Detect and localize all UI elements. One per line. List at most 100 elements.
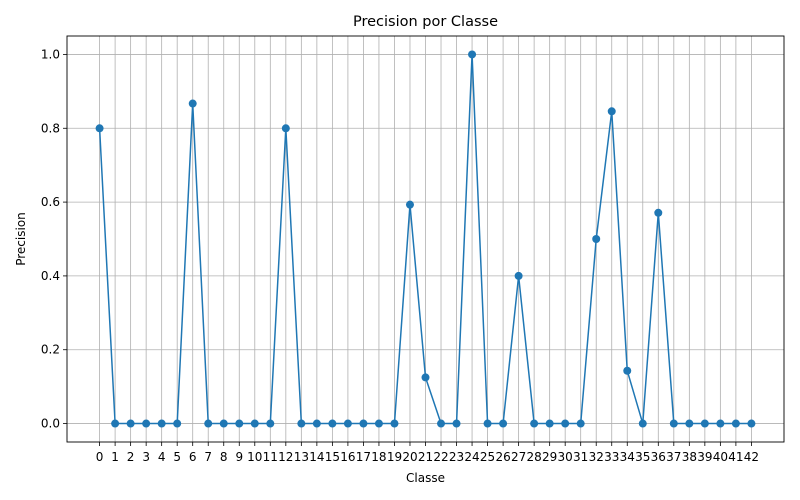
data-point bbox=[638, 419, 647, 428]
data-point bbox=[374, 419, 383, 428]
y-tick-label: 0.8 bbox=[41, 121, 60, 135]
x-tick-label: 41 bbox=[728, 450, 743, 464]
x-tick-label: 35 bbox=[635, 450, 650, 464]
chart-title: Precision por Classe bbox=[353, 14, 498, 30]
x-tick-label: 27 bbox=[511, 450, 526, 464]
x-tick-label: 38 bbox=[682, 450, 697, 464]
plot-area bbox=[95, 50, 756, 428]
data-point bbox=[421, 373, 430, 382]
x-tick-label: 21 bbox=[418, 450, 433, 464]
x-tick-label: 39 bbox=[697, 450, 712, 464]
x-tick-label: 16 bbox=[340, 450, 355, 464]
data-point bbox=[561, 419, 570, 428]
x-tick-label: 25 bbox=[480, 450, 495, 464]
data-point bbox=[281, 124, 290, 133]
x-axis-ticks: 0 1 2 3 4 5 6 7 8 9 10 11 12 13 14 15 16 17 18 19 20 21 22 23 24… bbox=[96, 442, 759, 464]
data-point bbox=[576, 419, 585, 428]
y-axis-ticks: 0.0 0.2 0.4 0.6 0.8 1.0 bbox=[41, 47, 67, 431]
data-point bbox=[731, 419, 740, 428]
x-tick-label: 11 bbox=[263, 450, 278, 464]
x-tick-label: 7 bbox=[204, 450, 212, 464]
data-point bbox=[173, 419, 182, 428]
x-tick-label: 14 bbox=[309, 450, 324, 464]
x-tick-label: 8 bbox=[220, 450, 228, 464]
data-point bbox=[359, 419, 368, 428]
data-point bbox=[623, 366, 632, 375]
data-point bbox=[530, 419, 539, 428]
x-tick-label: 15 bbox=[325, 450, 340, 464]
x-tick-label: 20 bbox=[402, 450, 417, 464]
data-point bbox=[126, 419, 135, 428]
x-tick-label: 22 bbox=[433, 450, 448, 464]
data-point bbox=[452, 419, 461, 428]
data-point bbox=[654, 208, 663, 217]
y-tick-label: 0.2 bbox=[41, 343, 60, 357]
data-point bbox=[111, 419, 120, 428]
data-point bbox=[669, 419, 678, 428]
data-point bbox=[607, 107, 616, 116]
x-tick-label: 31 bbox=[573, 450, 588, 464]
data-point bbox=[514, 271, 523, 280]
data-point bbox=[437, 419, 446, 428]
data-point bbox=[95, 124, 104, 133]
x-tick-label: 0 bbox=[96, 450, 104, 464]
data-point bbox=[204, 419, 213, 428]
data-point bbox=[266, 419, 275, 428]
y-tick-label: 1.0 bbox=[41, 47, 60, 61]
data-point bbox=[188, 99, 197, 108]
data-point bbox=[592, 235, 601, 243]
y-axis-label: Precision bbox=[14, 212, 28, 266]
x-tick-label: 32 bbox=[589, 450, 604, 464]
data-point bbox=[219, 419, 228, 428]
x-tick-label: 9 bbox=[235, 450, 243, 464]
y-tick-label: 0.4 bbox=[41, 269, 60, 283]
x-tick-label: 1 bbox=[111, 450, 119, 464]
x-tick-label: 4 bbox=[158, 450, 166, 464]
data-point bbox=[142, 419, 151, 428]
x-tick-label: 36 bbox=[651, 450, 666, 464]
data-point bbox=[499, 419, 508, 428]
data-point bbox=[312, 419, 321, 428]
x-tick-label: 26 bbox=[495, 450, 510, 464]
data-point bbox=[700, 419, 709, 428]
x-tick-label: 10 bbox=[247, 450, 262, 464]
x-tick-label: 17 bbox=[356, 450, 371, 464]
data-point bbox=[483, 419, 492, 428]
y-tick-label: 0.6 bbox=[41, 195, 60, 209]
data-point bbox=[390, 419, 399, 428]
x-tick-label: 42 bbox=[744, 450, 759, 464]
data-point bbox=[747, 419, 756, 428]
x-tick-label: 34 bbox=[620, 450, 635, 464]
data-point bbox=[328, 419, 337, 428]
data-point bbox=[343, 419, 352, 428]
data-point bbox=[685, 419, 694, 428]
x-tick-label: 12 bbox=[278, 450, 293, 464]
grid-lines bbox=[67, 36, 784, 442]
x-tick-label: 2 bbox=[127, 450, 135, 464]
data-point bbox=[297, 419, 306, 428]
x-tick-label: 13 bbox=[294, 450, 309, 464]
y-tick-label: 0.0 bbox=[41, 417, 60, 431]
x-tick-label: 33 bbox=[604, 450, 619, 464]
x-tick-label: 30 bbox=[558, 450, 573, 464]
data-point bbox=[716, 419, 725, 428]
x-tick-label: 18 bbox=[371, 450, 386, 464]
x-tick-label: 40 bbox=[713, 450, 728, 464]
x-tick-label: 28 bbox=[526, 450, 541, 464]
data-point bbox=[157, 419, 166, 428]
data-point bbox=[235, 419, 244, 428]
x-tick-label: 3 bbox=[142, 450, 150, 464]
x-tick-label: 6 bbox=[189, 450, 197, 464]
data-point bbox=[545, 419, 554, 428]
x-tick-label: 23 bbox=[449, 450, 464, 464]
x-tick-label: 24 bbox=[464, 450, 479, 464]
data-point bbox=[250, 419, 259, 428]
x-tick-label: 29 bbox=[542, 450, 557, 464]
data-point bbox=[405, 200, 414, 209]
x-tick-label: 37 bbox=[666, 450, 681, 464]
data-point bbox=[468, 50, 477, 59]
x-tick-label: 5 bbox=[173, 450, 181, 464]
x-tick-label: 19 bbox=[387, 450, 402, 464]
x-axis-label: Classe bbox=[406, 471, 445, 485]
